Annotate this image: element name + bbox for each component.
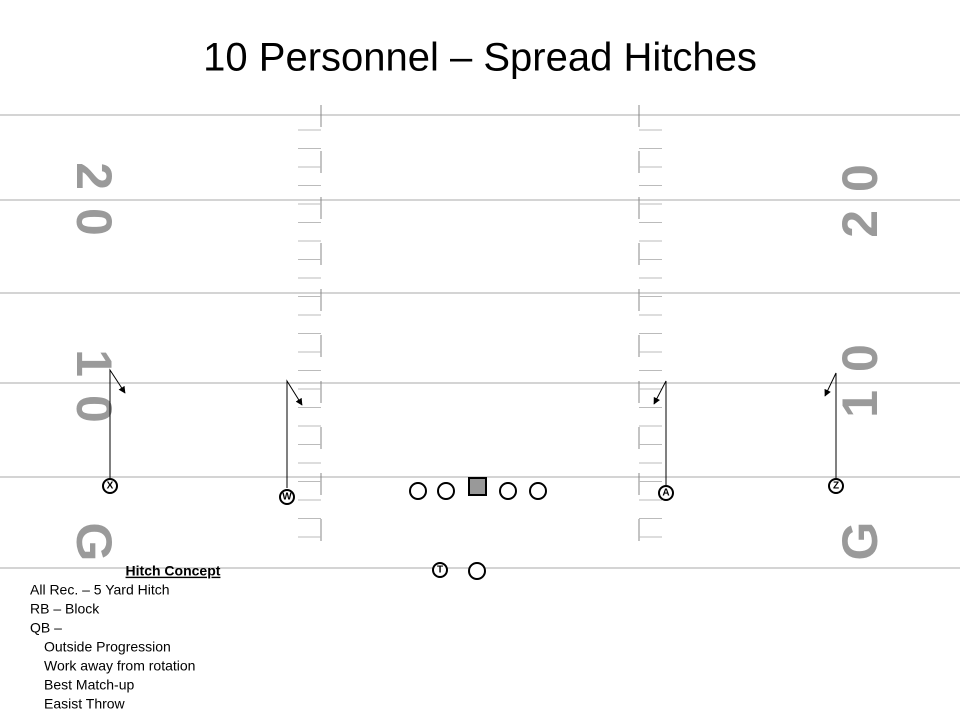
lineman (409, 482, 427, 500)
route (286, 379, 303, 488)
note-line: All Rec. – 5 Yard Hitch (30, 582, 170, 598)
yard-number: 1 0 (66, 349, 122, 425)
note-line: Outside Progression (44, 639, 171, 655)
note-line: Work away from rotation (44, 658, 195, 674)
routes (109, 368, 837, 488)
offensive-line (409, 477, 547, 580)
yard-number: 1 0 (832, 342, 888, 418)
player-circle (279, 489, 295, 505)
route (824, 372, 837, 478)
notes: Hitch Concept All Rec. – 5 Yard Hitch RB… (30, 563, 221, 712)
yard-number: 2 0 (66, 162, 122, 238)
lineman (437, 482, 455, 500)
player-circle (432, 562, 448, 578)
player-label: A (662, 488, 669, 499)
yard-number: 2 0 (832, 162, 888, 238)
title: 10 Personnel – Spread Hitches (203, 36, 757, 80)
player-label: Z (833, 481, 839, 492)
field-lines (0, 105, 960, 569)
player-circle (828, 478, 844, 494)
player-label: X (107, 481, 114, 492)
route (109, 368, 126, 478)
player-circle (102, 478, 118, 494)
quarterback (468, 562, 486, 580)
note-line: RB – Block (30, 601, 100, 617)
player-circle (658, 485, 674, 501)
player-label: W (282, 492, 292, 503)
yard-number: G (66, 523, 122, 564)
note-line: Best Match-up (44, 677, 134, 693)
player-label: T (437, 565, 443, 576)
center (468, 477, 487, 496)
notes-heading: Hitch Concept (126, 563, 221, 579)
note-line: QB – (30, 620, 62, 636)
lineman (529, 482, 547, 500)
note-line: Easist Throw (44, 696, 126, 712)
skill-players: X W A Z T (102, 478, 844, 578)
lineman (499, 482, 517, 500)
yard-number: G (832, 520, 888, 561)
route (653, 380, 667, 485)
